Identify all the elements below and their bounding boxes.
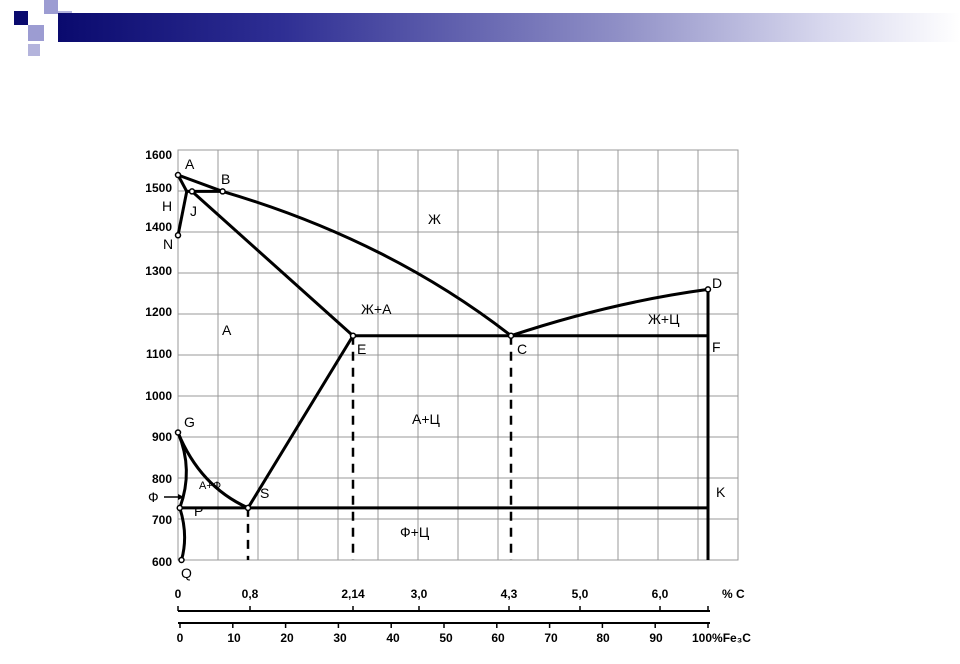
x-tick-label-fe3c: 0: [177, 631, 184, 645]
solvus-line-gs: [176, 431, 249, 510]
y-tick-label: 1400: [145, 220, 172, 234]
y-tick-label: 1100: [146, 347, 172, 361]
region-label-austenite: А: [222, 322, 232, 338]
deco-square-light: [28, 44, 40, 56]
region-label-liquid-cementite: Ж+Ц: [648, 311, 680, 327]
x-tick-label-carbon: 0: [175, 587, 182, 601]
y-tick-label: 1300: [145, 264, 172, 278]
x-tick-label-fe3c: 80: [596, 631, 610, 645]
liquidus-line-bc: [222, 189, 512, 337]
deco-square-dark: [14, 11, 28, 25]
point-label-f: F: [712, 339, 721, 355]
x-tick-label-carbon: 3,0: [411, 587, 428, 601]
x-tick-label-fe3c: 20: [280, 631, 294, 645]
x-tick-label-carbon: 6,0: [652, 587, 669, 601]
grid: [177, 149, 739, 561]
point-marker: [176, 504, 183, 512]
point-label-e: E: [357, 341, 366, 357]
point-label-a: A: [185, 156, 195, 172]
region-label-austenite-cementite: А+Ц: [412, 411, 441, 427]
region-label-ferrite-cementite: Ф+Ц: [400, 524, 430, 540]
y-tick-label: 900: [152, 430, 172, 444]
x-tick-label-fe3c: 60: [491, 631, 505, 645]
phase-line-je: [190, 190, 355, 337]
x-tick-label-fe3c: 10: [227, 631, 241, 645]
point-label-k: K: [716, 484, 726, 500]
liquidus-line-cd: [510, 287, 709, 338]
title-banner: [58, 13, 960, 42]
phase-line-es: [246, 334, 355, 509]
point-label-q: Q: [181, 565, 192, 581]
point-marker: [174, 232, 182, 239]
region-label-liquid-austenite: Ж+А: [361, 301, 392, 317]
region-label-austenite-ferrite: А+Ф: [199, 480, 221, 492]
x-tick-label-fe3c: 100%Fe₃C: [692, 631, 751, 645]
solvus-line-pq: [178, 507, 187, 561]
point-label-p: P: [194, 503, 203, 519]
point-marker: [188, 188, 196, 195]
x-tick-label-fe3c: 40: [386, 631, 400, 645]
point-label-h: H: [162, 198, 172, 214]
point-label-d: D: [712, 275, 722, 291]
x-axis-unit-carbon: % C: [722, 587, 745, 601]
x-tick-label-carbon: 5,0: [572, 587, 589, 601]
point-marker: [244, 504, 252, 512]
y-tick-label: 1000: [145, 389, 172, 403]
point-marker: [174, 171, 182, 179]
y-tick-label: 1200: [145, 305, 172, 319]
x-tick-label-fe3c: 70: [544, 631, 558, 645]
deco-square-light: [28, 25, 44, 41]
region-label-ferrite: Ф: [148, 489, 159, 505]
phase-line-nh: [176, 191, 189, 236]
labels: 1600 1500 1400 1300 1200 1100 1000 900 8…: [145, 148, 751, 645]
phase-line-ab: [177, 173, 224, 193]
point-label-c: C: [517, 341, 527, 357]
y-tick-label: 600: [152, 555, 172, 569]
solvus-line-gp: [176, 431, 188, 509]
point-marker: [349, 332, 357, 339]
region-label-liquid: Ж: [428, 211, 441, 227]
point-label-j: J: [190, 203, 197, 219]
point-label-g: G: [184, 414, 195, 430]
point-marker: [507, 332, 515, 339]
y-tick-label: 700: [152, 513, 172, 527]
point-marker: [704, 286, 712, 293]
point-label-s: S: [260, 485, 269, 501]
x-tick-label-fe3c: 90: [649, 631, 663, 645]
phase-lines: [164, 171, 712, 628]
ferrite-arrow-head: [178, 494, 184, 500]
x-tick-label-carbon: 2,14: [341, 587, 365, 601]
y-tick-label: 1600: [145, 148, 172, 162]
point-label-b: B: [221, 171, 230, 187]
x-tick-label-fe3c: 30: [333, 631, 347, 645]
point-marker: [219, 188, 226, 195]
point-label-n: N: [163, 236, 173, 252]
x-tick-label-carbon: 0,8: [242, 587, 259, 601]
y-tick-label: 1500: [145, 181, 172, 195]
x-tick-label-carbon: 4,3: [501, 587, 518, 601]
deco-square-light: [44, 0, 58, 14]
point-marker: [178, 556, 185, 564]
x-tick-label-fe3c: 50: [439, 631, 453, 645]
point-marker: [174, 429, 182, 436]
y-tick-label: 800: [152, 472, 172, 486]
